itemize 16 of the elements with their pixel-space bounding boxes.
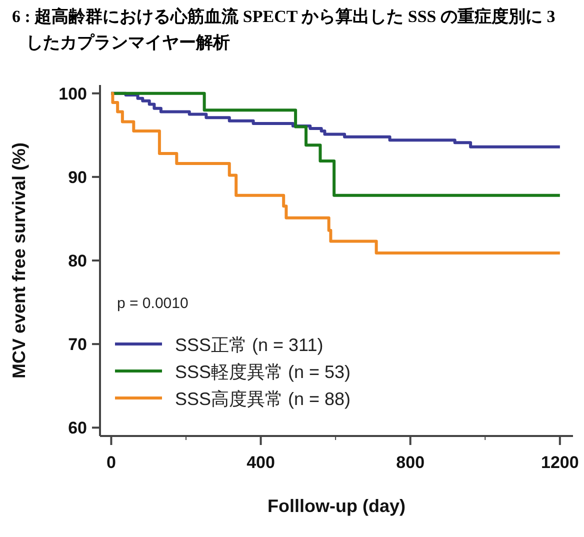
chart-title: 6 : 超高齢群における心筋血流 SPECT から算出した SSS の重症度別に 3したカプランマイヤー解析	[12, 6, 556, 54]
y-tick-label: 70	[68, 335, 87, 354]
y-tick-label: 80	[68, 252, 87, 270]
y-tick-label: 90	[68, 168, 87, 187]
y-tick-label: 60	[68, 418, 87, 438]
legend-label: SSS軽度異常 (n = 53)	[175, 362, 351, 382]
y-axis-title: MCV event free survival (%)	[9, 142, 29, 379]
legend-label: SSS高度異常 (n = 88)	[175, 389, 351, 409]
x-tick-label: 400	[246, 453, 275, 472]
x-tick-label: 800	[396, 453, 425, 472]
x-tick-label: 1200	[541, 453, 579, 472]
x-tick-label: 0	[106, 453, 116, 472]
y-tick-label: 100	[58, 84, 87, 104]
legend-label: SSS正常 (n = 311)	[175, 335, 324, 355]
annotation: p = 0.0010	[117, 295, 188, 312]
x-axis-title: Folllow-up (day)	[268, 496, 406, 516]
